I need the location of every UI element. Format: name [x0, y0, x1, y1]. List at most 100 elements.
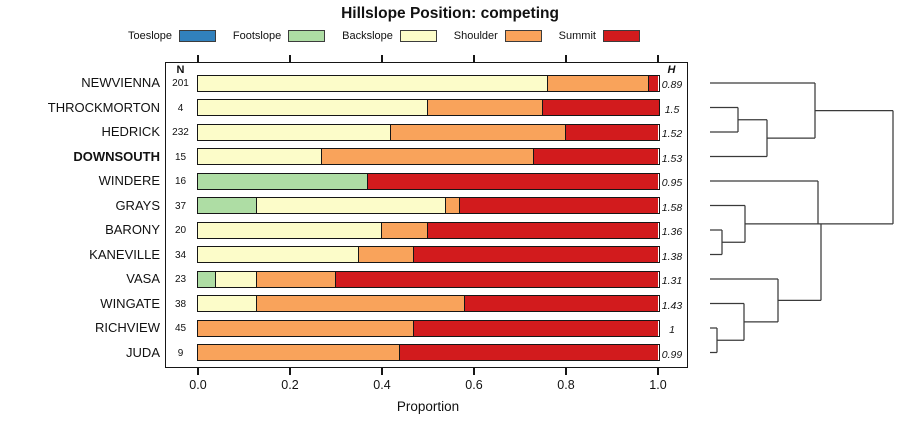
bar-segment-footslope [197, 173, 369, 189]
row-h-value: 1 [669, 324, 675, 336]
bar-segment-summit [427, 222, 659, 238]
axis-tick [197, 55, 199, 62]
bar-segment-backslope [197, 75, 548, 91]
row-h-value: 1.5 [664, 103, 680, 116]
row-label: KANEVILLE [89, 246, 160, 262]
bar-segment-summit [368, 173, 659, 189]
row-n-count: 37 [174, 200, 187, 212]
bar-segment-backslope [197, 296, 258, 311]
bar-segment-footslope [197, 271, 216, 287]
axis-tick-label: 0.8 [557, 378, 575, 392]
stacked-bar [196, 221, 660, 239]
row-n-count: 4 [177, 102, 184, 114]
toeslope-color-swatch-icon [179, 30, 217, 42]
bar-segment-summit [464, 296, 659, 311]
bar-segment-summit [414, 247, 659, 262]
axis-tick-label: 1.0 [649, 378, 667, 392]
row-label: HEDRICK [101, 124, 160, 139]
stacked-bar [196, 123, 660, 141]
row-n-count: 45 [174, 323, 187, 334]
row-n-count: 16 [174, 176, 187, 187]
row-label: NEWVIENNA [81, 75, 160, 90]
axis-tick [473, 55, 475, 62]
axis-tick [657, 368, 659, 375]
legend-item-toeslope: Toeslope [128, 30, 217, 42]
stacked-bar [196, 270, 660, 288]
axis-tick [197, 368, 199, 375]
row-label: WINGATE [100, 295, 160, 311]
legend-label: Summit [558, 30, 596, 42]
axis-tick [381, 368, 383, 375]
plot-area-border [165, 62, 688, 368]
bar-segment-shoulder [358, 247, 415, 262]
bar-segment-backslope [257, 198, 447, 213]
row-n-count: 38 [174, 298, 187, 310]
row-h-value: 1.43 [661, 299, 683, 312]
legend-label: Backslope [342, 30, 393, 42]
row-label: BARONY [105, 222, 160, 237]
row-h-value: 1.36 [661, 226, 683, 238]
legend-item-summit: Summit [559, 30, 640, 42]
legend-label: Footslope [232, 30, 282, 42]
bar-segment-backslope [197, 149, 322, 164]
bar-segment-shoulder [446, 198, 461, 213]
bar-segment-summit [400, 345, 659, 360]
bar-segment-backslope [197, 100, 428, 115]
row-label: DOWNSOUTH [73, 148, 160, 164]
row-h-value: 1.31 [661, 275, 683, 287]
stacked-bar [196, 197, 660, 214]
bar-segment-shoulder [391, 124, 567, 140]
stacked-bar [196, 99, 660, 116]
bar-segment-shoulder [547, 75, 650, 91]
legend-item-backslope: Backslope [342, 30, 437, 42]
axis-tick-label: 0.2 [281, 378, 299, 392]
h-column-header: H [667, 64, 676, 76]
axis-tick [565, 55, 567, 62]
axis-tick [473, 368, 475, 375]
bar-segment-summit [543, 100, 659, 115]
bar-segment-backslope [215, 271, 258, 287]
row-label: GRAYS [115, 197, 160, 213]
row-n-count: 23 [174, 274, 187, 285]
bar-segment-shoulder [257, 296, 465, 311]
legend-label: Shoulder [453, 30, 498, 42]
stacked-bar [196, 319, 660, 337]
axis-tick-label: 0.4 [373, 378, 391, 392]
chart-title: Hillslope Position: competing [341, 5, 559, 22]
legend-item-shoulder: Shoulder [454, 30, 542, 42]
stacked-bar [196, 148, 660, 165]
x-axis-label: Proportion [396, 399, 460, 414]
axis-tick [289, 55, 291, 62]
row-label: VASA [126, 271, 160, 286]
row-n-count: 232 [172, 127, 189, 138]
bar-segment-summit [649, 75, 659, 91]
row-h-value: 1.52 [661, 128, 683, 140]
legend-label: Toeslope [128, 30, 173, 42]
row-label: WINDERE [98, 173, 160, 188]
row-h-value: 1.58 [661, 201, 683, 214]
bar-segment-backslope [197, 247, 359, 262]
stacked-bar [196, 295, 660, 312]
row-n-count: 201 [172, 78, 189, 89]
row-h-value: 1.53 [661, 152, 683, 165]
bar-segment-shoulder [321, 149, 535, 164]
n-column-header: N [176, 64, 185, 76]
stacked-bar [196, 344, 660, 361]
row-h-value: 0.95 [661, 177, 683, 189]
legend: Toeslope Footslope Backslope Shoulder Summit [128, 28, 640, 44]
row-h-value: 1.38 [661, 250, 683, 263]
backslope-color-swatch-icon [399, 30, 437, 42]
row-n-count: 15 [174, 151, 187, 163]
bar-segment-shoulder [197, 345, 401, 360]
axis-tick [565, 368, 567, 375]
row-n-count: 20 [174, 225, 187, 236]
row-n-count: 34 [174, 249, 187, 261]
axis-tick [657, 55, 659, 62]
footslope-color-swatch-icon [288, 30, 326, 42]
summit-color-swatch-icon [602, 30, 640, 42]
bar-segment-summit [566, 124, 659, 140]
row-h-value: 0.99 [661, 348, 683, 361]
bar-segment-shoulder [381, 222, 428, 238]
stacked-bar [196, 246, 660, 263]
